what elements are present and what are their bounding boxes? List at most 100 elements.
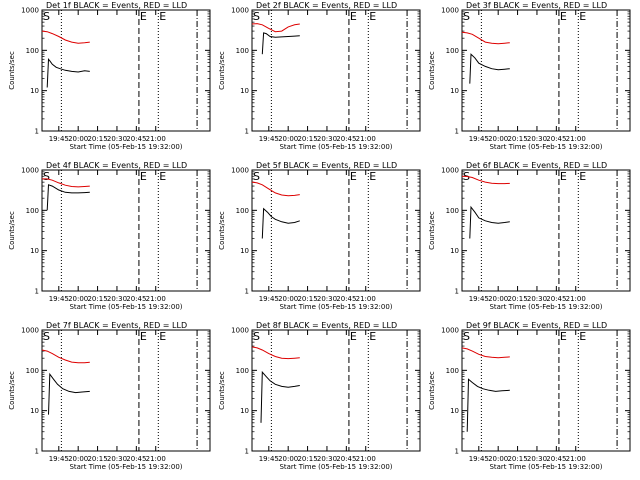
y-tick-label: 1 <box>245 448 249 456</box>
event-marker-label: E <box>140 330 147 343</box>
y-tick-label: 10 <box>450 247 459 255</box>
x-tick-label: 20:30 <box>527 455 547 463</box>
y-tick-label: 1000 <box>21 7 39 15</box>
x-tick-label: 20:45 <box>126 135 146 143</box>
x-axis-label: Start Time (05-Feb-15 19:32:00) <box>279 463 392 471</box>
y-tick-label: 10 <box>30 87 39 95</box>
x-tick-label: 21:00 <box>356 295 376 303</box>
x-tick-label: 21:00 <box>566 135 586 143</box>
detector-panel: Det 5f BLACK = Events, RED = LLD 1 10 100 10… <box>218 161 421 311</box>
y-tick-label: 1 <box>35 448 39 456</box>
x-tick-label: 20:00 <box>278 455 298 463</box>
event-marker-label: E <box>140 170 147 183</box>
y-tick-label: 10 <box>240 87 249 95</box>
y-axis-label: Counts/sec <box>218 211 226 250</box>
x-tick-label: 19:45 <box>259 135 279 143</box>
y-tick-label: 100 <box>26 47 39 55</box>
events-series-line <box>261 207 300 239</box>
y-tick-label: 1000 <box>231 7 249 15</box>
y-tick-label: 10 <box>450 407 459 415</box>
y-axis-label: Counts/sec <box>428 51 436 90</box>
event-marker-label: S <box>43 10 50 23</box>
plot-frame <box>251 169 421 292</box>
x-axis-label: Start Time (05-Feb-15 19:32:00) <box>69 303 182 311</box>
detector-panel: Det 2f BLACK = Events, RED = LLD 1 10 100 10… <box>218 1 421 151</box>
x-tick-label: 20:30 <box>527 295 547 303</box>
detector-panel: Det 6f BLACK = Events, RED = LLD 1 10 100 10… <box>428 161 631 311</box>
x-tick-label: 20:00 <box>488 135 508 143</box>
x-axis-label: Start Time (05-Feb-15 19:32:00) <box>279 143 392 151</box>
y-tick-label: 10 <box>240 407 249 415</box>
x-tick-label: 21:00 <box>356 135 376 143</box>
y-tick-label: 10 <box>450 87 459 95</box>
x-tick-label: 20:30 <box>317 295 337 303</box>
events-series-line <box>46 184 90 211</box>
y-tick-label: 1000 <box>21 167 39 175</box>
lld-series-line <box>41 30 90 44</box>
x-axis-label: Start Time (05-Feb-15 19:32:00) <box>69 463 182 471</box>
lld-series-line <box>42 178 90 188</box>
event-marker-label: E <box>579 10 586 23</box>
event-marker-label: E <box>579 170 586 183</box>
y-tick-label: 1000 <box>441 7 459 15</box>
x-tick-label: 19:45 <box>469 455 489 463</box>
lld-series-line <box>41 349 90 364</box>
events-series-line <box>469 205 510 239</box>
plot-frame <box>251 329 421 452</box>
y-tick-label: 100 <box>236 47 249 55</box>
panel-title: Det 4f BLACK = Events, RED = LLD <box>46 161 187 170</box>
detector-panel: Det 1f BLACK = Events, RED = LLD 1 10 100 10… <box>8 1 211 151</box>
y-axis-label: Counts/sec <box>428 211 436 250</box>
x-tick-label: 20:15 <box>297 455 317 463</box>
y-tick-label: 1 <box>35 128 39 136</box>
lld-series-line <box>461 175 510 185</box>
y-tick-label: 1000 <box>231 167 249 175</box>
lld-series-line <box>461 31 510 45</box>
y-axis-label: Counts/sec <box>428 371 436 410</box>
y-tick-label: 10 <box>30 407 39 415</box>
y-tick-label: 1000 <box>441 327 459 335</box>
event-marker-label: E <box>369 170 376 183</box>
events-series-line <box>260 370 300 423</box>
detector-panel: Det 3f BLACK = Events, RED = LLD 1 10 100 10… <box>428 1 631 151</box>
x-axis-label: Start Time (05-Feb-15 19:32:00) <box>69 143 182 151</box>
y-tick-label: 100 <box>446 47 459 55</box>
panel-title: Det 1f BLACK = Events, RED = LLD <box>46 1 187 10</box>
x-tick-label: 20:30 <box>107 135 127 143</box>
y-tick-label: 100 <box>236 207 249 215</box>
panel-title: Det 5f BLACK = Events, RED = LLD <box>256 161 397 170</box>
event-marker-label: S <box>463 330 470 343</box>
x-tick-label: 19:45 <box>259 455 279 463</box>
x-tick-label: 19:45 <box>469 295 489 303</box>
events-series-line <box>469 53 510 84</box>
x-tick-label: 20:00 <box>278 135 298 143</box>
event-marker-label: E <box>579 330 586 343</box>
x-tick-label: 19:45 <box>49 295 69 303</box>
event-marker-label: E <box>369 10 376 23</box>
x-tick-label: 20:00 <box>68 135 88 143</box>
events-series-line <box>48 372 90 415</box>
lld-series-line <box>251 346 300 360</box>
y-axis-label: Counts/sec <box>8 211 16 250</box>
x-axis-label: Start Time (05-Feb-15 19:32:00) <box>489 143 602 151</box>
events-series-line <box>46 58 90 88</box>
x-tick-label: 21:00 <box>146 295 166 303</box>
panel-title: Det 6f BLACK = Events, RED = LLD <box>466 161 607 170</box>
event-marker-label: E <box>560 330 567 343</box>
y-tick-label: 100 <box>26 367 39 375</box>
x-tick-label: 20:30 <box>107 295 127 303</box>
x-tick-label: 20:30 <box>317 455 337 463</box>
detector-panel: Det 4f BLACK = Events, RED = LLD 1 10 100 10… <box>8 161 211 311</box>
x-tick-label: 19:45 <box>49 135 69 143</box>
x-tick-label: 20:45 <box>336 135 356 143</box>
x-tick-label: 20:30 <box>317 135 337 143</box>
panel-title: Det 7f BLACK = Events, RED = LLD <box>46 321 187 330</box>
event-marker-label: E <box>350 170 357 183</box>
x-tick-label: 21:00 <box>566 455 586 463</box>
event-marker-label: E <box>350 330 357 343</box>
x-tick-label: 20:15 <box>507 295 527 303</box>
x-tick-label: 20:00 <box>68 295 88 303</box>
event-marker-label: E <box>140 10 147 23</box>
x-tick-label: 20:15 <box>87 455 107 463</box>
detector-panel: Det 8f BLACK = Events, RED = LLD 1 10 100 10… <box>218 321 421 471</box>
